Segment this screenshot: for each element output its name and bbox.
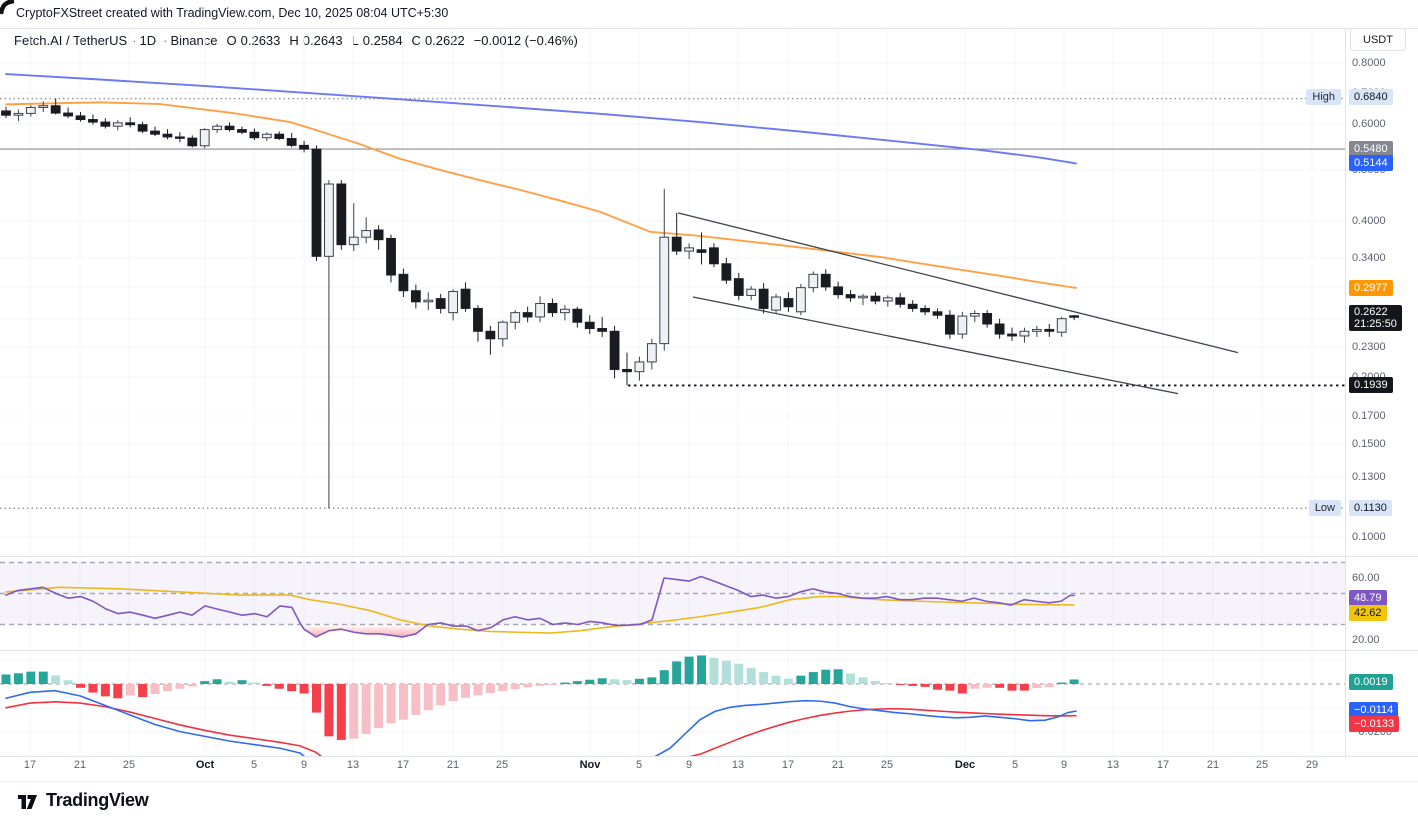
time-tick: 13 xyxy=(1106,759,1120,771)
symbol-legend[interactable]: Fetch.AI / TetherUS · 1D · Binance O 0.2633 H 0.… xyxy=(14,33,578,48)
symbol-name[interactable]: Fetch.AI / TetherUS xyxy=(14,33,128,48)
axis-tick: 0.6000 xyxy=(1352,118,1386,130)
time-tick: 25 xyxy=(495,759,509,771)
tradingview-attribution[interactable]: TradingView xyxy=(16,789,149,812)
price-level-label: 0.0019 xyxy=(1349,674,1393,690)
axis-tick: 20.00 xyxy=(1352,634,1380,646)
time-tick: 21 xyxy=(446,759,460,771)
high-pill: High xyxy=(1306,89,1341,105)
low-pill: Low xyxy=(1308,500,1341,516)
price-level-label: −0.0133 xyxy=(1349,716,1400,732)
interval-label[interactable]: 1D xyxy=(139,33,157,48)
axis-tick: 0.1000 xyxy=(1352,531,1386,543)
time-tick: Dec xyxy=(954,759,976,771)
axis-tick: 0.1700 xyxy=(1352,410,1386,422)
time-tick: 9 xyxy=(685,759,693,771)
price-level-label: 48.79 xyxy=(1349,590,1387,606)
time-tick: 9 xyxy=(1060,759,1068,771)
time-tick: 25 xyxy=(880,759,894,771)
axis-tick: 60.00 xyxy=(1352,572,1380,584)
time-tick: 21 xyxy=(73,759,87,771)
time-tick: 21 xyxy=(831,759,845,771)
axis-tick: 0.1300 xyxy=(1352,471,1386,483)
header-divider xyxy=(0,28,1418,29)
price-level-label: 0.2977 xyxy=(1349,280,1393,296)
time-tick: 17 xyxy=(1156,759,1170,771)
time-tick: 5 xyxy=(635,759,643,771)
time-tick: 13 xyxy=(346,759,360,771)
tradingview-logo-icon xyxy=(18,795,37,809)
time-tick: 25 xyxy=(122,759,136,771)
tradingview-logo-text: TradingView xyxy=(46,790,149,810)
time-tick: 9 xyxy=(300,759,308,771)
watermark-text: CryptoFXStreet created with TradingView.… xyxy=(16,6,449,20)
axis-tick: 0.1500 xyxy=(1352,438,1386,450)
axis-tick: 0.8000 xyxy=(1352,57,1386,69)
time-tick: 5 xyxy=(250,759,258,771)
price-level-label: 0.1939 xyxy=(1349,377,1393,393)
macd-panel xyxy=(0,655,1345,756)
open-label: O xyxy=(226,33,237,48)
exchange-label: Binance xyxy=(170,33,218,48)
high-value: 0.2643 xyxy=(302,33,343,48)
price-level-label: 0.5144 xyxy=(1349,155,1393,171)
price-level-label: 0.1130 xyxy=(1349,500,1392,516)
close-value: 0.2622 xyxy=(424,33,465,48)
time-tick: 17 xyxy=(396,759,410,771)
close-label: C xyxy=(411,33,421,48)
time-tick: 21 xyxy=(1206,759,1220,771)
axis-tick: 0.3400 xyxy=(1352,252,1386,264)
price-level-label: 0.6840 xyxy=(1349,89,1393,105)
time-tick: 29 xyxy=(1305,759,1319,771)
axis-tick: 0.4000 xyxy=(1352,215,1386,227)
time-tick: 17 xyxy=(23,759,37,771)
price-level-label: 42.62 xyxy=(1349,605,1387,621)
main-panel xyxy=(0,73,1345,510)
time-tick: 25 xyxy=(1255,759,1269,771)
time-tick: 5 xyxy=(1011,759,1019,771)
axis-tick: 0.2300 xyxy=(1352,341,1386,353)
time-tick: Nov xyxy=(579,759,601,771)
low-label: L xyxy=(351,33,359,48)
pencil-icon[interactable] xyxy=(0,0,16,16)
price-level-label: 0.5480 xyxy=(1349,141,1393,157)
time-tick: Oct xyxy=(195,759,215,771)
low-value: 0.2584 xyxy=(362,33,403,48)
time-tick: 13 xyxy=(731,759,745,771)
change-value: −0.0012 (−0.46%) xyxy=(473,33,578,48)
candles xyxy=(1,98,1080,509)
rsi-panel xyxy=(0,561,1345,638)
price-level-label: −0.0114 xyxy=(1349,702,1399,718)
footer-divider xyxy=(0,781,1418,782)
time-tick: 17 xyxy=(781,759,795,771)
high-label: H xyxy=(289,33,299,48)
open-value: 0.2633 xyxy=(240,33,281,48)
currency-toggle-button[interactable]: USDT xyxy=(1350,28,1406,51)
last-price-label: 0.2622 21:25:50 xyxy=(1349,305,1402,331)
